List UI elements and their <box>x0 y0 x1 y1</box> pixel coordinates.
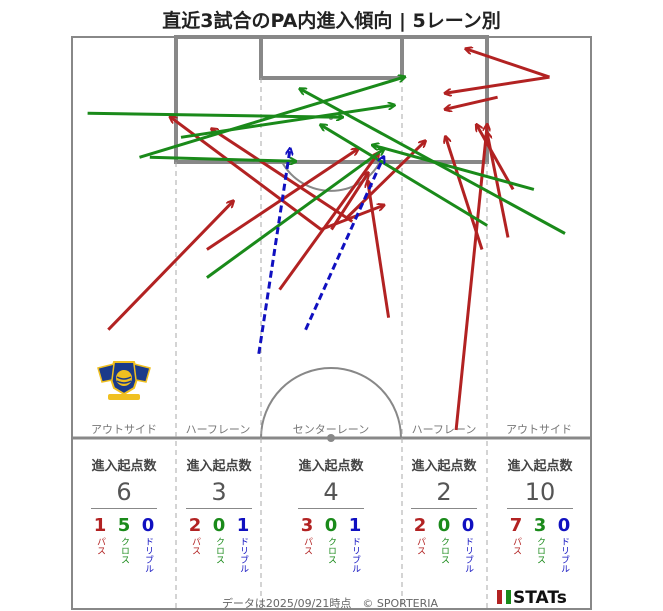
stat-total-lane-4: 2 <box>436 478 452 506</box>
cross-label: クロス <box>119 537 129 564</box>
brand-text: STATs <box>513 588 567 608</box>
pass-label: パス <box>415 537 425 555</box>
cross-label: クロス <box>326 537 336 564</box>
stat-total-lane-3: 4 <box>323 478 339 506</box>
cross-arrow-16 <box>87 111 342 117</box>
pass-arrow-0 <box>107 201 233 331</box>
pass-arrow-11 <box>466 49 550 79</box>
breakdown-lane-5: 7 パス 3 クロス 0 ドリブル <box>490 515 590 573</box>
dribble-count: 0 <box>461 515 475 536</box>
pass-count: 1 <box>93 515 107 536</box>
stat-total-lane-5: 10 <box>524 478 556 506</box>
stat-head-lane-5: 進入起点数 <box>507 459 573 474</box>
footer-note: データは2025/09/21時点 © SPORTERIA <box>221 597 439 610</box>
center-spot <box>327 434 335 442</box>
cross-arrow-23 <box>321 125 488 227</box>
pass-arrow-4 <box>212 129 354 223</box>
stat-head-lane-4: 進入起点数 <box>411 459 477 474</box>
stat-head-lane-1: 進入起点数 <box>91 459 157 474</box>
pass-arrow-8 <box>346 141 425 219</box>
dribble-label: ドリブル <box>238 537 248 573</box>
dribble-arrow-25 <box>304 157 384 331</box>
pass-count: 7 <box>509 515 523 536</box>
breakdown-lane-1: 1 パス 5 クロス 0 ドリブル <box>74 515 174 573</box>
pass-label: パス <box>190 537 200 555</box>
stat-rule-lane-4 <box>411 508 477 509</box>
pass-arrow-12 <box>446 75 550 93</box>
dribble-count: 0 <box>557 515 571 536</box>
stat-total-lane-1: 6 <box>116 478 132 506</box>
stat-head-lane-2: 進入起点数 <box>186 459 252 474</box>
lane-label-right-halfspace: ハーフレーン <box>412 423 477 436</box>
pass-label: パス <box>95 537 105 555</box>
breakdown-lane-4: 2 パス 0 クロス 0 ドリブル <box>394 515 494 573</box>
pass-label: パス <box>302 537 312 555</box>
dribble-label: ドリブル <box>143 537 153 573</box>
dribble-label: ドリブル <box>350 537 360 573</box>
lane-label-right-outside: アウトサイド <box>506 423 572 436</box>
center-circle <box>260 367 402 439</box>
pass-arrow-13 <box>446 95 498 109</box>
cross-arrow-17 <box>180 105 394 139</box>
arrows-layer <box>87 49 566 431</box>
pass-arrow-15 <box>487 133 510 238</box>
cross-arrow-20 <box>206 149 384 279</box>
stat-head-lane-3: 進入起点数 <box>298 459 364 474</box>
brand-mark-icon <box>497 590 502 604</box>
stat-total-lane-2: 3 <box>211 478 227 506</box>
stat-rule-lane-2 <box>186 508 252 509</box>
pass-arrow-3 <box>330 173 368 231</box>
dribble-count: 1 <box>236 515 250 536</box>
lane-label-left-halfspace: ハーフレーン <box>186 423 251 436</box>
brand-logo: STATs <box>497 588 567 608</box>
stat-rule-lane-5 <box>507 508 573 509</box>
cross-label: クロス <box>439 537 449 564</box>
dribble-count: 0 <box>141 515 155 536</box>
pass-count: 3 <box>300 515 314 536</box>
breakdown-lane-3: 3 パス 0 クロス 1 ドリブル <box>281 515 381 573</box>
stat-rule-lane-3 <box>298 508 364 509</box>
cross-arrow-18 <box>139 77 405 159</box>
dribble-count: 1 <box>348 515 362 536</box>
chart-title: 直近3試合のPA内進入傾向 | 5レーン別 <box>162 10 501 32</box>
dribble-label: ドリブル <box>463 537 473 573</box>
cross-label: クロス <box>535 537 545 564</box>
breakdown-lane-2: 2 パス 0 クロス 1 ドリブル <box>169 515 269 573</box>
pass-count: 2 <box>188 515 202 536</box>
cross-count: 0 <box>212 515 226 536</box>
cross-arrow-22 <box>373 145 535 191</box>
dribble-arrow-24 <box>257 149 290 355</box>
stat-rule-lane-1 <box>91 508 157 509</box>
penalty-arc <box>281 161 381 192</box>
lane-label-left-outside: アウトサイド <box>91 423 157 436</box>
pass-arrow-7 <box>368 181 391 318</box>
cross-label: クロス <box>214 537 224 564</box>
team-crest-icon <box>97 361 151 400</box>
pass-label: パス <box>511 537 521 555</box>
pass-arrow-14 <box>477 125 515 191</box>
cross-arrow-19 <box>149 155 295 161</box>
brand-mark-icon <box>506 590 511 604</box>
goal-area <box>259 35 404 80</box>
cross-count: 0 <box>324 515 338 536</box>
cross-count: 0 <box>437 515 451 536</box>
cross-count: 5 <box>117 515 131 536</box>
pass-arrow-2 <box>278 153 379 291</box>
cross-count: 3 <box>533 515 547 536</box>
lane-label-center: センターレーン <box>293 423 369 436</box>
pass-count: 2 <box>413 515 427 536</box>
dribble-label: ドリブル <box>559 537 569 573</box>
